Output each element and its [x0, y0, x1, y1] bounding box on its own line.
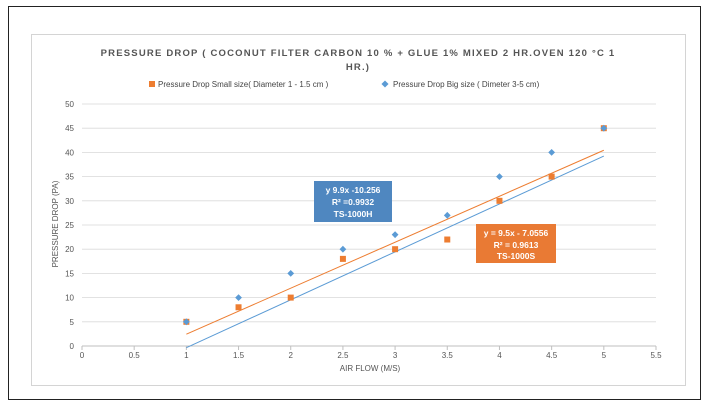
point-big-size-1 — [235, 294, 242, 301]
point-big-size-2 — [287, 270, 295, 277]
point-big-size-7 — [548, 149, 556, 156]
legend-marker-big-size — [381, 80, 389, 88]
y-tick-label-20: 20 — [65, 245, 74, 254]
point-small-size-7 — [548, 173, 555, 180]
equation-big-size-line-2: R² =0.9932 — [332, 197, 375, 207]
x-tick-label-0: 0 — [80, 351, 85, 360]
axes — [81, 345, 657, 350]
point-small-size-2 — [287, 294, 294, 301]
equation-small-size-line-3: TS-1000S — [497, 251, 536, 261]
grid — [82, 103, 656, 323]
y-tick-label-35: 35 — [65, 173, 74, 182]
equation-box-small-size-background — [476, 224, 556, 263]
x-tick-label-3: 3 — [393, 351, 398, 360]
legend: Pressure Drop Small size( Diameter 1 - 1… — [149, 80, 540, 89]
equation-box-big-size-background — [314, 181, 392, 222]
y-tick-label-5: 5 — [70, 318, 75, 327]
point-big-size-0 — [182, 318, 190, 326]
y-tick-label-10: 10 — [65, 294, 74, 303]
point-big-size-5 — [443, 211, 451, 219]
y-tick-label-50: 50 — [65, 100, 74, 109]
x-tick-label-1: 1 — [184, 351, 189, 360]
point-small-size-5 — [444, 236, 451, 243]
legend-label-big-size: Pressure Drop Big size ( Dimeter 3-5 cm) — [393, 80, 540, 89]
point-small-size-3 — [339, 255, 346, 262]
y-tick-label-45: 45 — [65, 124, 74, 133]
equation-small-size-line-1: y = 9.5x - 7.0556 — [484, 228, 549, 238]
point-big-size-6 — [496, 173, 503, 180]
y-tick-labels: 0 5 10 15 20 25 30 35 40 45 50 — [65, 100, 74, 351]
y-tick-label-15: 15 — [65, 269, 74, 278]
equation-big-size-line-3: TS-1000H — [334, 209, 373, 219]
x-tick-label-1.5: 1.5 — [233, 351, 245, 360]
x-axis-label: AIR FLOW (M/S) — [340, 364, 401, 373]
legend-label-small-size: Pressure Drop Small size( Diameter 1 - 1… — [158, 80, 329, 89]
legend-marker-small-size — [149, 81, 155, 87]
equation-box-small-size: y = 9.5x - 7.0556 R² = 0.9613 TS-1000S — [476, 224, 556, 263]
chart-title-line-2: HR.) — [346, 62, 370, 73]
y-tick-label-25: 25 — [65, 221, 74, 230]
x-tick-label-5.5: 5.5 — [650, 351, 662, 360]
x-tick-label-2: 2 — [289, 351, 294, 360]
x-tick-label-4.5: 4.5 — [546, 351, 558, 360]
y-axis-label: PRESSURE DROP (PA) — [51, 180, 60, 267]
equation-box-big-size: y 9.9x -10.256 R² =0.9932 TS-1000H — [314, 181, 392, 222]
point-small-size-6 — [496, 197, 503, 204]
y-tick-label-0: 0 — [70, 342, 75, 351]
point-small-size-1 — [235, 304, 242, 311]
equation-big-size-line-1: y 9.9x -10.256 — [326, 185, 381, 195]
x-tick-labels: 0 0.5 1 1.5 2 2.5 3 3.5 4 4.5 5 5.5 — [80, 351, 662, 360]
point-big-size-4 — [391, 231, 399, 239]
equation-small-size-line-2: R² = 0.9613 — [494, 240, 539, 250]
chart-title-line-1: PRESSURE DROP ( COCONUT FILTER CARBON 10… — [101, 48, 616, 59]
y-tick-label-30: 30 — [65, 197, 74, 206]
y-tick-label-40: 40 — [65, 148, 74, 157]
trendline-small-size — [186, 149, 605, 335]
point-big-size-3 — [339, 245, 347, 253]
x-tick-label-3.5: 3.5 — [442, 351, 454, 360]
x-tick-label-0.5: 0.5 — [129, 351, 141, 360]
x-tick-label-4: 4 — [497, 351, 502, 360]
point-small-size-4 — [392, 246, 399, 253]
x-tick-label-2.5: 2.5 — [337, 351, 349, 360]
x-tick-label-5: 5 — [602, 351, 607, 360]
